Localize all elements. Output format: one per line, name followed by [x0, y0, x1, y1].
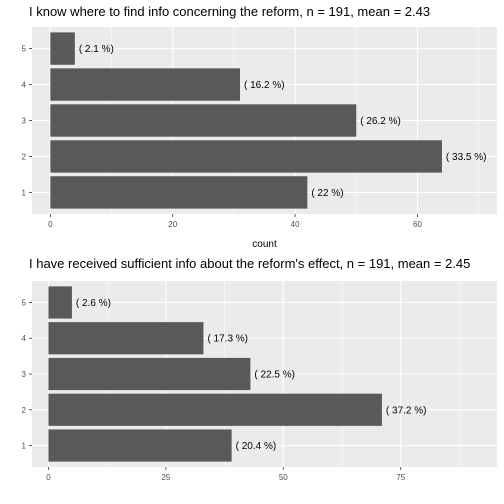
x-axis-title-1: count [252, 239, 277, 250]
y-tick-label-2-5: 5 [22, 298, 27, 307]
y-tick-label-1-4: 4 [22, 81, 27, 90]
data-label-1-cat-3: ( 26.2 %) [360, 116, 401, 127]
data-label-1-cat-5: ( 2.1 %) [79, 44, 114, 55]
bar-2-cat-3 [48, 357, 251, 391]
y-tick-label-2-2: 2 [22, 406, 27, 415]
bar-1-cat-4 [50, 68, 241, 101]
x-tick-label-1-3: 40 [291, 220, 300, 229]
y-tick-label-2-3: 3 [22, 370, 27, 379]
x-tick-label-1-1: 0 [48, 220, 53, 229]
data-label-1-cat-2: ( 33.5 %) [446, 152, 487, 163]
y-tick-label-1-5: 5 [22, 45, 27, 54]
bar-1-cat-2 [50, 140, 442, 173]
chart-title-2: I have received sufficient info about th… [29, 256, 471, 271]
data-label-1-cat-4: ( 16.2 %) [244, 80, 285, 91]
chart-title-1: I know where to find info concerning the… [29, 4, 431, 19]
y-tick-label-2-4: 4 [22, 334, 27, 343]
y-tick-label-1-2: 2 [22, 152, 27, 161]
bar-1-cat-5 [50, 32, 75, 65]
x-tick-label-2-3: 50 [279, 473, 288, 482]
y-tick-label-2-1: 1 [22, 442, 27, 451]
bar-1-cat-1 [50, 176, 308, 209]
bar-1-cat-3 [50, 104, 357, 137]
data-label-2-cat-5: ( 2.6 %) [76, 298, 111, 309]
bar-2-cat-5 [48, 286, 72, 319]
bar-2-cat-4 [48, 322, 204, 355]
x-tick-label-2-1: 0 [46, 473, 51, 482]
x-tick-label-1-4: 60 [413, 220, 422, 229]
data-label-2-cat-2: ( 37.2 %) [386, 405, 427, 416]
x-tick-label-2-2: 25 [161, 473, 170, 482]
bar-2-cat-2 [48, 393, 382, 426]
data-label-2-cat-3: ( 22.5 %) [254, 370, 295, 381]
data-label-1-cat-1: ( 22 %) [311, 188, 343, 199]
x-tick-label-2-4: 75 [396, 473, 405, 482]
bar-2-cat-1 [48, 429, 232, 462]
data-label-2-cat-4: ( 17.3 %) [207, 334, 248, 345]
y-tick-label-1-3: 3 [22, 117, 27, 126]
x-tick-label-1-2: 20 [168, 220, 177, 229]
data-label-2-cat-1: ( 20.4 %) [236, 441, 277, 452]
y-tick-label-1-1: 1 [22, 188, 27, 197]
